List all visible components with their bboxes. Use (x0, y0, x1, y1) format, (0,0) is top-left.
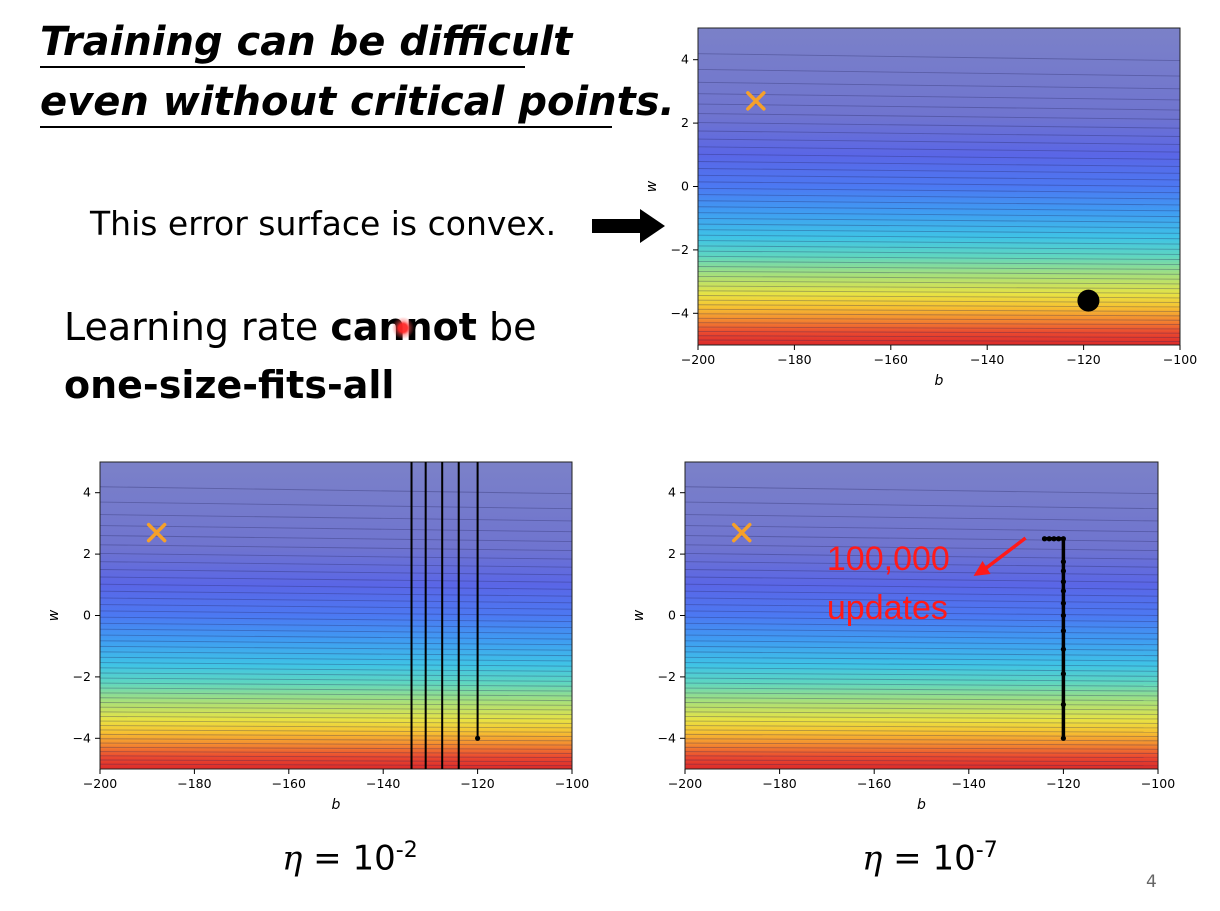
x-axis-label: b (332, 797, 341, 813)
x-tick-label: −100 (1163, 352, 1197, 367)
right-arrow-icon (592, 209, 665, 243)
y-tick-label: −4 (671, 305, 689, 320)
title-underline-1 (40, 66, 525, 68)
x-tick-label: −140 (366, 776, 400, 791)
x-tick-label: −200 (668, 776, 702, 791)
y-axis-label: w (46, 609, 62, 621)
x-tick-label: −180 (762, 776, 796, 791)
target-marker-icon (146, 522, 167, 543)
path-point (1056, 536, 1062, 542)
error-surface-overview-plot: −200 −180 −160 −140 −120 −100 4 2 0 −2 −4 b w (644, 27, 1197, 389)
laser-pointer (392, 317, 414, 339)
target-marker-icon (732, 522, 752, 543)
contour-fill (100, 462, 572, 769)
x-tick-label: −160 (272, 776, 306, 791)
x-tick-label: −120 (1066, 352, 1100, 367)
x-tick-label: −120 (1046, 776, 1080, 791)
oscillation-path (410, 462, 479, 769)
caption-eta-left: η = 10-2 (282, 838, 418, 878)
x-tick-label: −180 (177, 776, 211, 791)
y-tick-label: 2 (681, 115, 689, 130)
path-point (1060, 628, 1066, 634)
title-line-1: Training can be difficult (40, 19, 573, 65)
path-point (1060, 600, 1066, 606)
y-tick-label: 2 (83, 546, 91, 561)
y-tick-label: −2 (671, 242, 689, 257)
x-tick-label: −100 (1141, 776, 1175, 791)
path-point (1060, 701, 1066, 708)
eta-symbol-right: η (862, 838, 883, 879)
path-point (1060, 646, 1066, 652)
title-line-2: even without critical points. (40, 79, 675, 125)
start-point (1077, 289, 1100, 312)
path-point (1060, 568, 1066, 574)
path-point (1051, 536, 1057, 542)
title-underline-2 (40, 126, 612, 128)
path-point (1060, 612, 1066, 619)
y-tick-label: −2 (73, 669, 91, 684)
eta-text-left: = 10 (302, 838, 396, 879)
path-point (1060, 671, 1066, 677)
convex-note: This error surface is convex. (90, 204, 557, 243)
contour-lines (684, 486, 1159, 767)
y-tick-label: 4 (83, 485, 91, 500)
learning-rate-prefix: Learning rate (64, 305, 331, 349)
training-eta-1e-7-plot: −200 −180 −160 −140 −120 −100 4 2 0 −2 −4 b w 100,000… (631, 461, 1175, 813)
start-point (475, 735, 481, 741)
contour-fill (698, 28, 1180, 345)
x-axis-label: b (935, 373, 944, 389)
x-tick-label: −160 (874, 352, 908, 367)
path-point (1060, 536, 1066, 542)
caption-eta-right: η = 10-7 (862, 838, 998, 878)
y-tick-label: −4 (658, 730, 676, 745)
learning-rate-suffix: be (476, 305, 537, 349)
contour-lines (99, 486, 573, 767)
annotation-line-1: 100,000 (827, 540, 950, 578)
path-point (1060, 559, 1066, 565)
page-number: 4 (1146, 872, 1157, 892)
learning-rate-line-2-text: one-size-fits-all (64, 363, 395, 407)
y-tick-label: −4 (73, 730, 91, 745)
x-tick-label: −100 (555, 776, 589, 791)
training-eta-1e-2-plot: −200 −180 −160 −140 −120 −100 4 2 0 −2 −4 b w (46, 461, 589, 813)
path-point (1046, 536, 1052, 542)
x-tick-label: −180 (777, 352, 811, 367)
y-tick-label: 0 (681, 179, 689, 194)
x-tick-label: −120 (460, 776, 494, 791)
x-tick-label: −140 (952, 776, 986, 791)
eta-exponent-left: -2 (395, 838, 418, 863)
path-point (1060, 588, 1066, 594)
path-point (1060, 579, 1066, 585)
x-tick-label: −140 (970, 352, 1004, 367)
y-tick-label: 0 (668, 608, 676, 623)
contour-lines (697, 53, 1181, 343)
path-point (1060, 735, 1066, 741)
eta-text-right: = 10 (882, 838, 976, 879)
x-tick-label: −160 (857, 776, 891, 791)
learning-rate-line-1: Learning rate cannot be (64, 308, 536, 346)
annotation-arrow-icon (973, 536, 1027, 576)
y-tick-label: 4 (668, 485, 676, 500)
target-marker-icon (746, 91, 766, 111)
x-tick-label: −200 (681, 352, 715, 367)
annotation-line-2: updates (827, 589, 948, 627)
x-axis-label: b (917, 797, 926, 813)
y-tick-label: −2 (658, 669, 676, 684)
y-tick-label: 0 (83, 608, 91, 623)
training-path (1041, 536, 1066, 741)
eta-symbol-left: η (282, 838, 303, 879)
y-axis-label: w (631, 609, 647, 621)
learning-rate-line-2: one-size-fits-all (64, 366, 394, 404)
y-tick-label: 4 (681, 52, 689, 67)
contour-fill (685, 462, 1158, 769)
eta-exponent-right: -7 (975, 838, 998, 863)
path-point (1041, 536, 1048, 542)
x-tick-label: −200 (83, 776, 117, 791)
y-axis-label: w (644, 180, 660, 192)
y-tick-label: 2 (668, 546, 676, 561)
